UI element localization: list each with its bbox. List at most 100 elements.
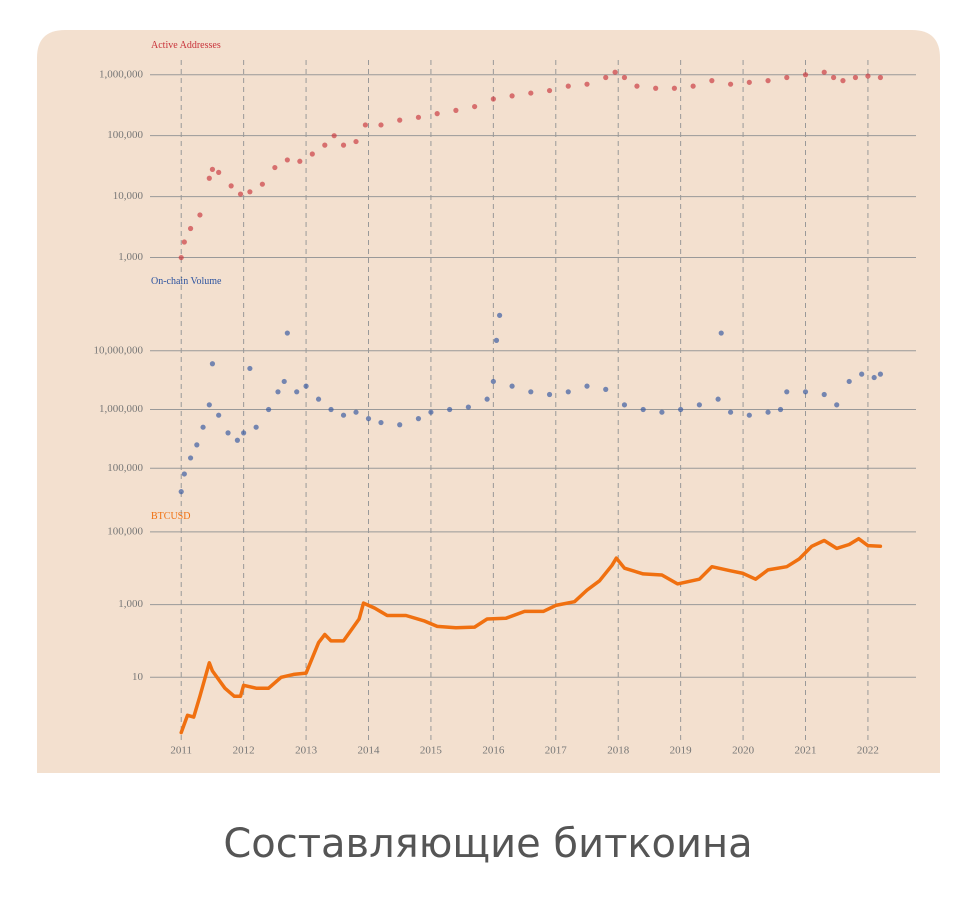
point — [871, 374, 877, 381]
point — [490, 96, 496, 102]
point — [497, 312, 503, 318]
point — [378, 122, 384, 128]
panel-title: BTCUSD — [151, 511, 190, 522]
x-tick-label: 2020 — [732, 745, 755, 757]
point — [297, 158, 303, 164]
point — [603, 74, 609, 81]
point — [784, 389, 790, 395]
point — [777, 406, 784, 413]
point — [528, 389, 534, 395]
point — [234, 437, 241, 443]
point — [397, 117, 403, 123]
point — [197, 212, 203, 218]
point — [178, 254, 184, 261]
point — [453, 107, 459, 113]
point — [353, 138, 359, 145]
y-tick-label: 10,000 — [113, 190, 144, 202]
point — [362, 122, 368, 128]
point — [247, 365, 253, 372]
point — [659, 409, 665, 415]
point — [447, 406, 453, 413]
point — [765, 78, 771, 84]
point — [584, 81, 590, 87]
point — [877, 371, 884, 377]
point — [671, 85, 678, 91]
point — [465, 404, 471, 410]
x-tick-label: 2014 — [358, 745, 381, 757]
point — [877, 74, 884, 81]
point — [340, 412, 347, 418]
point — [653, 85, 659, 91]
point — [784, 74, 790, 81]
point — [247, 189, 253, 195]
point — [852, 74, 859, 81]
y-tick-label: 100,000 — [107, 129, 143, 141]
point — [727, 409, 734, 415]
point — [284, 330, 290, 336]
point — [216, 412, 222, 418]
point — [253, 424, 259, 430]
point — [322, 142, 328, 148]
point — [328, 406, 334, 413]
point — [603, 386, 609, 392]
point — [181, 239, 187, 245]
point — [225, 430, 231, 436]
point — [340, 142, 347, 148]
point — [309, 151, 315, 157]
x-tick-label: 2018 — [607, 745, 630, 757]
point — [718, 330, 724, 336]
x-tick-label: 2013 — [295, 745, 318, 757]
point — [353, 409, 359, 415]
point — [209, 361, 216, 367]
point — [281, 378, 287, 385]
point — [546, 87, 553, 94]
x-tick-label: 2011 — [170, 745, 192, 757]
y-tick-label: 1,000,000 — [99, 68, 144, 80]
point — [275, 389, 281, 395]
x-tick-label: 2015 — [420, 745, 443, 757]
point — [315, 396, 322, 402]
point — [802, 389, 809, 395]
y-tick-label: 1,000 — [118, 598, 143, 610]
point — [746, 412, 752, 418]
point — [228, 183, 234, 189]
x-tick-label: 2019 — [670, 745, 693, 757]
x-tick-label: 2017 — [545, 745, 568, 757]
point — [696, 402, 702, 408]
point — [690, 83, 696, 89]
point — [209, 166, 216, 172]
point — [397, 422, 403, 428]
point — [865, 73, 871, 79]
point — [612, 69, 618, 75]
point — [259, 181, 265, 187]
point — [840, 78, 846, 84]
point — [621, 402, 628, 408]
point — [709, 78, 715, 84]
point — [509, 383, 515, 389]
point — [621, 74, 628, 81]
point — [187, 225, 194, 232]
point — [584, 383, 590, 389]
panel-title: Active Addresses — [151, 40, 221, 51]
point — [634, 83, 640, 89]
point — [294, 389, 300, 395]
x-tick-label: 2016 — [482, 745, 505, 757]
point — [834, 402, 840, 408]
point — [565, 389, 571, 395]
point — [509, 93, 515, 99]
point — [241, 430, 247, 436]
point — [272, 164, 278, 171]
point — [802, 72, 809, 78]
point — [365, 416, 372, 422]
point — [565, 83, 571, 89]
caption: Составляющие биткоина — [223, 821, 752, 867]
point — [821, 391, 827, 398]
point — [415, 114, 422, 120]
point — [284, 157, 290, 163]
point — [194, 442, 200, 448]
point — [490, 378, 496, 385]
y-tick-label: 100,000 — [107, 525, 143, 537]
point — [303, 383, 309, 389]
point — [830, 74, 837, 81]
point — [206, 175, 212, 181]
